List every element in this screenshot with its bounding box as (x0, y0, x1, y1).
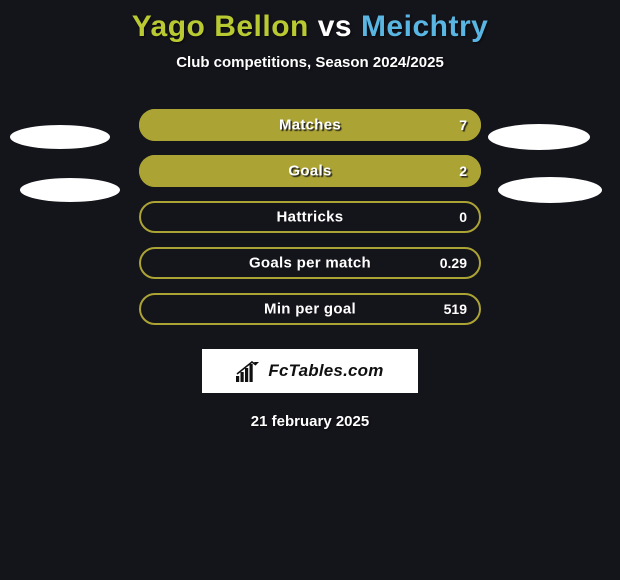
stat-bar: Matches7 (139, 109, 481, 141)
fctables-icon (236, 360, 262, 382)
player1-name: Yago Bellon (132, 10, 309, 43)
stat-bar-label: Goals (139, 163, 481, 180)
side-ellipse-bottom-left (20, 178, 120, 202)
player2-name: Meichtry (361, 10, 488, 43)
logo-text: FcTables.com (268, 361, 383, 381)
stat-bar-label: Goals per match (139, 255, 481, 272)
stat-bar: Min per goal519 (139, 293, 481, 325)
stat-bar: Hattricks0 (139, 201, 481, 233)
stat-bar-value: 0 (459, 209, 467, 225)
stat-bar-value: 2 (459, 163, 467, 179)
date: 21 february 2025 (0, 413, 620, 430)
stat-bar-label: Matches (139, 117, 481, 134)
vs-separator: vs (309, 10, 361, 43)
side-ellipse-top-left (10, 125, 110, 149)
stat-bar-label: Min per goal (139, 301, 481, 318)
side-ellipse-top-right (488, 124, 590, 150)
stat-bar-value: 0.29 (440, 255, 467, 271)
stat-bar: Goals2 (139, 155, 481, 187)
side-ellipse-bottom-right (498, 177, 602, 203)
comparison-title: Yago Bellon vs Meichtry (0, 0, 620, 44)
logo-box: FcTables.com (202, 349, 418, 393)
stat-bar-label: Hattricks (139, 209, 481, 226)
stat-bar-value: 7 (459, 117, 467, 133)
subtitle: Club competitions, Season 2024/2025 (0, 54, 620, 71)
stat-bar-value: 519 (444, 301, 467, 317)
stat-bar: Goals per match0.29 (139, 247, 481, 279)
